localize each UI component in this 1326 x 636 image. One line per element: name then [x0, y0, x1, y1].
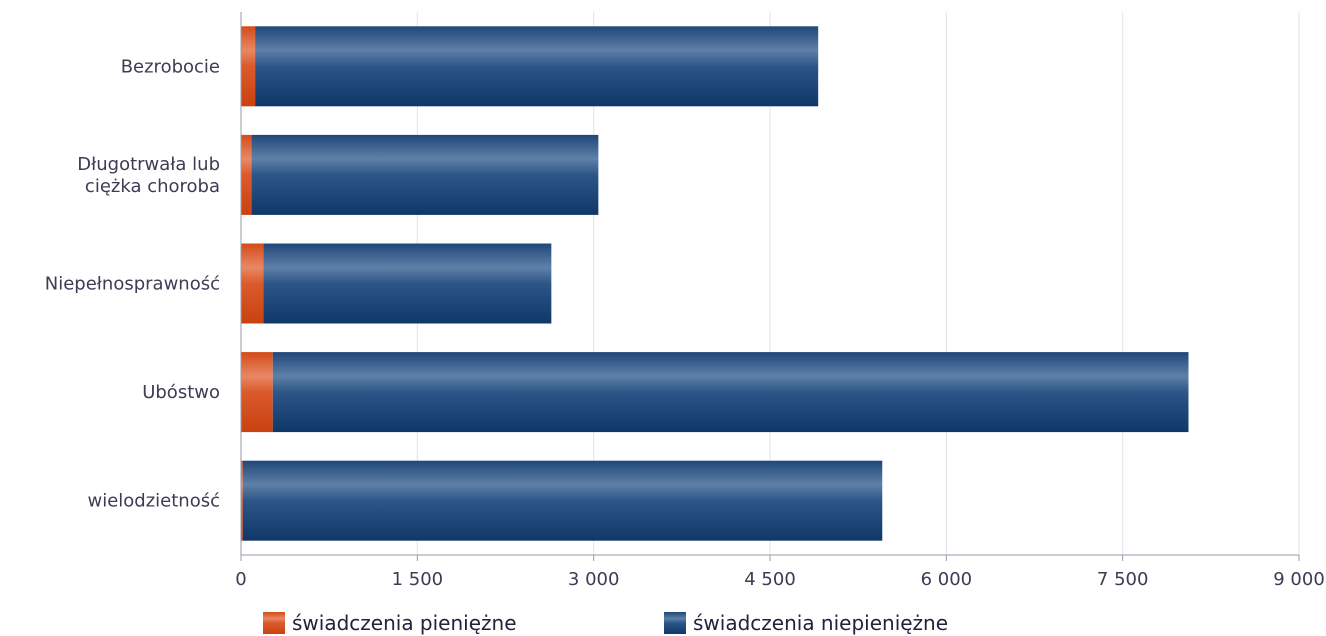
- x-tick-label: 4 500: [744, 569, 796, 590]
- legend: świadczenia pieniężne świadczenia niepien…: [263, 611, 948, 635]
- bar-noncash-4: [242, 460, 883, 541]
- bar-noncash-3: [272, 352, 1189, 433]
- legend-label: świadczenia pieniężne: [292, 611, 517, 635]
- category-label: Niepełnosprawność: [45, 274, 220, 295]
- legend-swatch: [664, 612, 686, 634]
- bars: [241, 26, 1189, 541]
- bar-noncash-0: [255, 26, 819, 107]
- x-tick-label: 7 500: [1097, 569, 1149, 590]
- x-tick-label: 9 000: [1273, 569, 1325, 590]
- bar-cash-4: [241, 460, 243, 541]
- bar-noncash-1: [251, 134, 599, 215]
- category-labels: Bezrobocie Długotrwała lub ciężka choroba N…: [45, 56, 220, 511]
- category-label: Długotrwała lub ciężka choroba: [77, 154, 220, 197]
- bar-cash-1: [241, 134, 252, 215]
- category-label: Bezrobocie: [121, 56, 220, 77]
- bar-cash-3: [241, 352, 273, 433]
- x-tick-label: 6 000: [921, 569, 973, 590]
- x-tick-label: 0: [235, 569, 246, 590]
- legend-swatch: [263, 612, 285, 634]
- legend-label: świadczenia niepieniężne: [693, 611, 948, 635]
- bar-cash-2: [241, 243, 264, 324]
- bar-noncash-2: [263, 243, 552, 324]
- bar-cash-0: [241, 26, 256, 107]
- x-tick-label: 3 000: [568, 569, 620, 590]
- category-label: Ubóstwo: [142, 382, 220, 403]
- category-label: wielodzietność: [87, 491, 220, 512]
- x-tick-label: 1 500: [392, 569, 444, 590]
- x-axis: 0 1 500 3 000 4 500 6 000 7 500 9 000: [235, 12, 1325, 590]
